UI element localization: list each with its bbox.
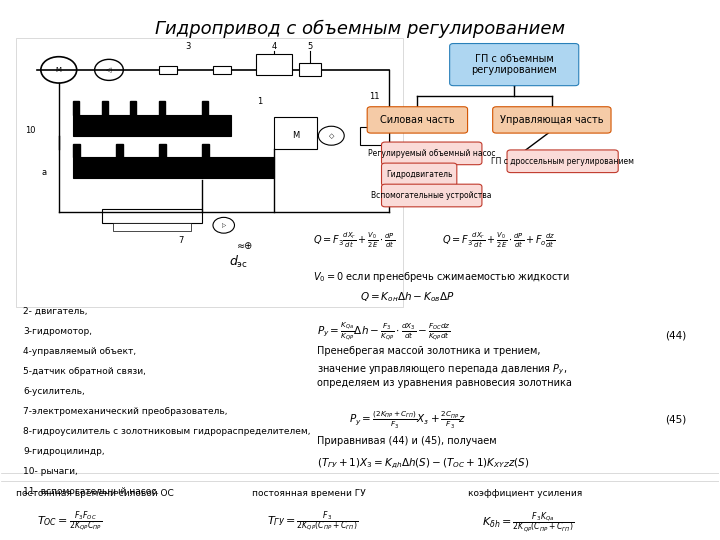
Text: $K_{\delta h} = \frac{F_3 K_{Qa}}{2K_{QP}(C_{ПР} + C_{ГП})}$: $K_{\delta h} = \frac{F_3 K_{Qa}}{2K_{QP…	[482, 510, 574, 535]
Text: (45): (45)	[665, 415, 686, 425]
Text: M: M	[55, 67, 62, 73]
Text: 10: 10	[24, 126, 35, 135]
Bar	[130, 102, 136, 114]
Bar	[159, 66, 177, 74]
Text: $P_y = \frac{K_{Qa}}{K_{QP}} \Delta h - \frac{F_3}{K_{QP}} \cdot \frac{dX_3}{dt}: $P_y = \frac{K_{Qa}}{K_{QP}} \Delta h - …	[317, 320, 451, 342]
Bar	[116, 144, 123, 157]
Text: 4-управляемый объект,: 4-управляемый объект,	[23, 347, 136, 356]
Text: 11: 11	[369, 92, 379, 100]
Text: $d_{\mathsf{эс}}$: $d_{\mathsf{эс}}$	[228, 254, 248, 270]
Text: 4: 4	[271, 43, 276, 51]
Text: Управляющая часть: Управляющая часть	[500, 115, 603, 125]
Text: значение управляющего перепада давления $P_y$,: значение управляющего перепада давления …	[317, 362, 567, 376]
Text: определяем из уравнения равновесия золотника: определяем из уравнения равновесия золот…	[317, 378, 572, 388]
Bar	[256, 54, 292, 75]
Text: 8-гидроусилитель с золотниковым гидрораспределителем,: 8-гидроусилитель с золотниковым гидрорас…	[23, 427, 310, 436]
Text: Вспомогательные устройства: Вспомогательные устройства	[372, 191, 492, 200]
Text: $T_{ГУ} = \frac{F_3}{2K_{QP}(C_{ПР} + C_{ГП})}$: $T_{ГУ} = \frac{F_3}{2K_{QP}(C_{ПР} + C_…	[267, 510, 358, 534]
Bar	[360, 127, 389, 145]
Text: Силовая часть: Силовая часть	[380, 115, 455, 125]
Bar	[16, 38, 403, 307]
Text: $V_0 = 0$ если пренебречь сжимаемостью жидкости: $V_0 = 0$ если пренебречь сжимаемостью ж…	[313, 270, 570, 284]
Bar	[299, 63, 320, 76]
Bar	[102, 210, 202, 222]
Text: $Q = F_3 \frac{dX_г}{dt} + \frac{V_0}{2E} \cdot \frac{dP}{dt} + F_o \frac{dz}{dt: $Q = F_3 \frac{dX_г}{dt} + \frac{V_0}{2E…	[443, 231, 556, 250]
Bar	[73, 144, 81, 157]
Text: ◇: ◇	[328, 133, 334, 139]
Bar	[202, 102, 208, 114]
FancyBboxPatch shape	[492, 107, 611, 133]
Bar	[73, 102, 79, 114]
Circle shape	[41, 57, 77, 83]
Text: ▷: ▷	[222, 223, 226, 228]
FancyBboxPatch shape	[382, 184, 482, 207]
Text: Регулируемый объемный насос: Регулируемый объемный насос	[368, 149, 495, 158]
Text: $(T_{ГУ} + 1)X_3 = K_{дh}\Delta h(S) - (T_{OC} + 1)K_{XYZ}z(S)$: $(T_{ГУ} + 1)X_3 = K_{дh}\Delta h(S) - (…	[317, 457, 530, 471]
Text: 7-электромеханический преобразователь,: 7-электромеханический преобразователь,	[23, 407, 228, 416]
Text: $P_y = \frac{(2K_{ПР} + C_{ГП})}{F_3} X_{з} + \frac{2C_{ПР}}{F_3} z$: $P_y = \frac{(2K_{ПР} + C_{ГП})}{F_3} X_…	[349, 410, 467, 431]
Text: Гидродвигатель: Гидродвигатель	[386, 170, 452, 179]
Text: L: L	[390, 107, 395, 117]
Text: Приравнивая (44) и (45), получаем: Приравнивая (44) и (45), получаем	[317, 436, 497, 446]
Text: ◁: ◁	[107, 67, 112, 73]
Bar	[202, 144, 210, 157]
Text: 5-датчик обратной связи,: 5-датчик обратной связи,	[23, 367, 145, 376]
Text: a: a	[42, 168, 47, 177]
Text: ≈⊕: ≈⊕	[237, 241, 253, 251]
FancyBboxPatch shape	[382, 142, 482, 165]
Bar	[73, 157, 274, 178]
Text: 11- вспомогательный насос.: 11- вспомогательный насос.	[23, 487, 159, 496]
Text: 2- двигатель,: 2- двигатель,	[23, 307, 87, 316]
Circle shape	[94, 59, 123, 80]
Text: (44): (44)	[665, 330, 686, 341]
Text: $Q = K_{он}\Delta h - K_{ов}\Delta P$: $Q = K_{он}\Delta h - K_{ов}\Delta P$	[360, 290, 455, 304]
Circle shape	[318, 126, 344, 145]
Text: M: M	[292, 131, 299, 140]
Text: ГП с объемным
регулированием: ГП с объемным регулированием	[472, 54, 557, 76]
Text: 7: 7	[178, 236, 184, 245]
FancyBboxPatch shape	[382, 163, 456, 186]
Text: $Q = F_3 \frac{dX_г}{dt} + \frac{V_0}{2E} \cdot \frac{dP}{dt}$: $Q = F_3 \frac{dX_г}{dt} + \frac{V_0}{2E…	[313, 231, 395, 250]
Text: 9-гидроцилиндр,: 9-гидроцилиндр,	[23, 447, 104, 456]
Text: ГП с дроссельным регулированием: ГП с дроссельным регулированием	[491, 157, 634, 166]
Text: Гидропривод с объемным регулированием: Гидропривод с объемным регулированием	[155, 20, 565, 38]
FancyBboxPatch shape	[507, 150, 618, 173]
FancyBboxPatch shape	[450, 44, 579, 86]
Bar	[73, 114, 231, 136]
Bar	[112, 222, 192, 231]
Bar	[159, 102, 165, 114]
FancyBboxPatch shape	[367, 107, 467, 133]
Text: 6-усилитель,: 6-усилитель,	[23, 387, 85, 396]
Text: постоянная времени ГУ: постоянная времени ГУ	[253, 489, 366, 498]
Circle shape	[213, 218, 235, 233]
Bar	[274, 117, 317, 149]
Text: 1: 1	[257, 97, 262, 106]
Text: коэффициент усиления: коэффициент усиления	[467, 489, 582, 498]
Text: $T_{OC} = \frac{F_3 F_{OC}}{2K_{QP} C_{ПР}}$: $T_{OC} = \frac{F_3 F_{OC}}{2K_{QP} C_{П…	[37, 510, 102, 534]
Text: Пренебрегая массой золотника и трением,: Пренебрегая массой золотника и трением,	[317, 347, 541, 356]
Text: 3: 3	[185, 43, 191, 51]
Bar	[102, 102, 107, 114]
Text: 5: 5	[307, 43, 312, 51]
Text: 10- рычаги,: 10- рычаги,	[23, 467, 78, 476]
Bar	[213, 66, 231, 74]
Text: постоянная времени силовой ОС: постоянная времени силовой ОС	[16, 489, 174, 498]
Text: 3-гидромотор,: 3-гидромотор,	[23, 327, 92, 336]
Bar	[159, 144, 166, 157]
